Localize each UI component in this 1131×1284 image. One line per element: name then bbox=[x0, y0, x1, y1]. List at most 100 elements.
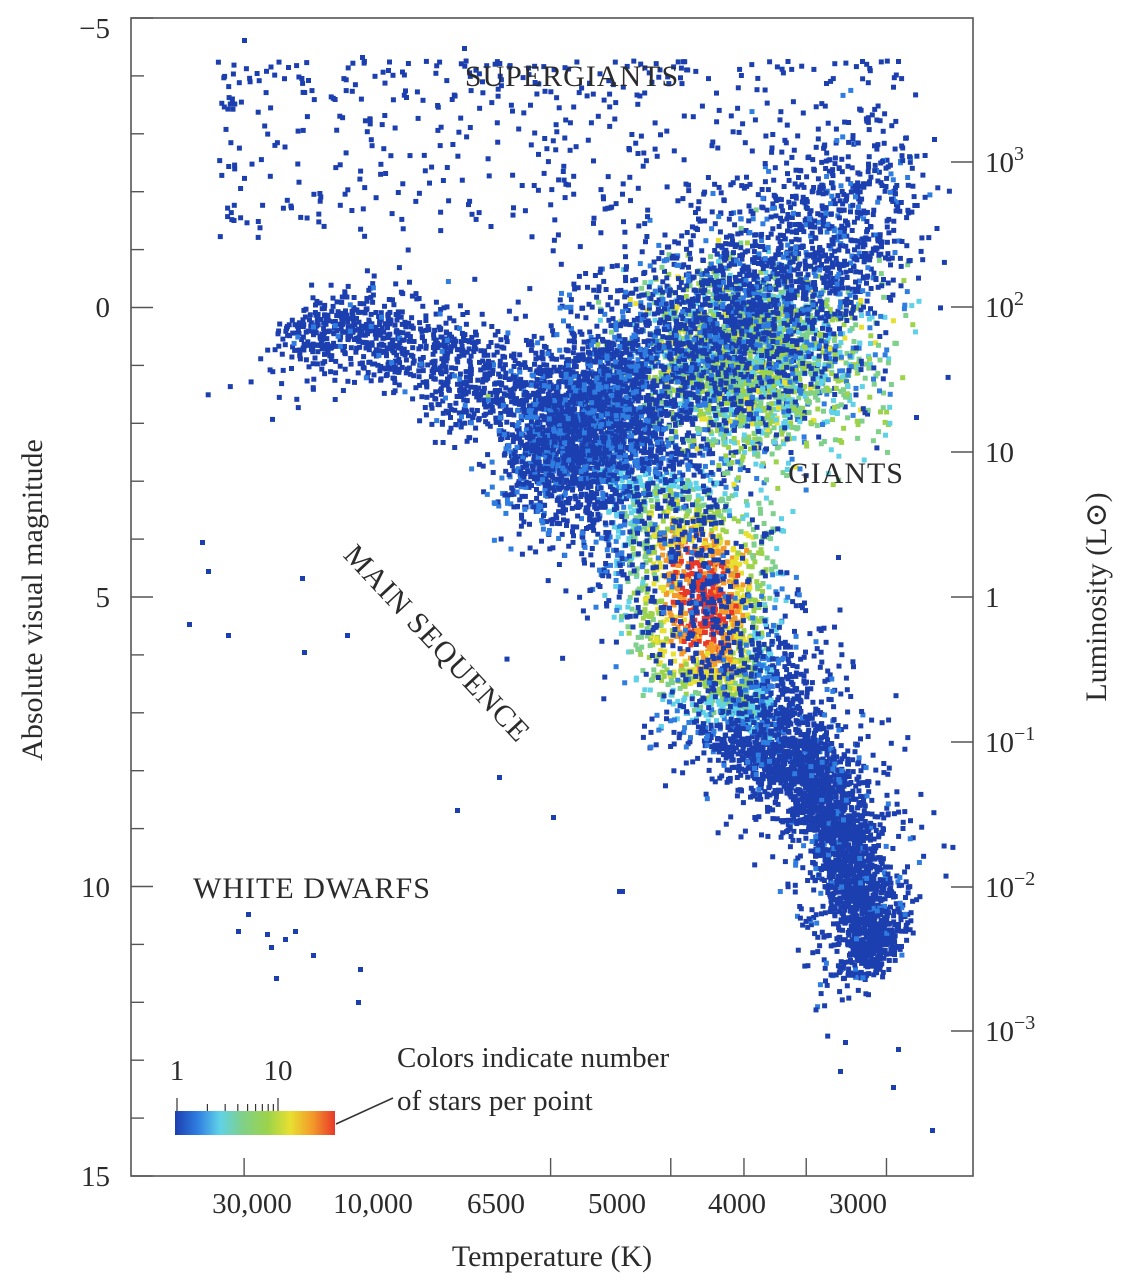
star-point bbox=[832, 782, 838, 788]
star-point bbox=[644, 626, 650, 632]
star-point bbox=[878, 912, 884, 917]
star-point bbox=[439, 334, 445, 340]
star-point bbox=[772, 700, 778, 705]
star-point bbox=[717, 658, 723, 664]
star-point bbox=[766, 657, 772, 663]
star-point bbox=[838, 904, 844, 910]
star-point bbox=[637, 479, 643, 485]
star-point bbox=[858, 794, 864, 799]
star-point bbox=[701, 575, 706, 581]
star-point bbox=[651, 581, 657, 587]
star-point bbox=[746, 712, 752, 718]
star-point bbox=[752, 630, 758, 635]
star-point bbox=[768, 697, 774, 703]
star-point bbox=[874, 864, 880, 870]
star-point bbox=[733, 555, 739, 560]
star-point bbox=[664, 709, 670, 715]
star-point bbox=[732, 615, 738, 621]
star-point bbox=[752, 739, 758, 745]
star-point bbox=[283, 328, 289, 334]
star-point bbox=[640, 583, 646, 589]
star-point bbox=[803, 784, 808, 790]
star-point bbox=[535, 389, 541, 395]
star-point bbox=[713, 668, 719, 673]
star-point bbox=[856, 953, 862, 959]
star-point bbox=[734, 590, 740, 596]
star-point bbox=[345, 378, 351, 384]
star-point bbox=[848, 861, 854, 867]
star-point bbox=[617, 605, 622, 611]
star-point bbox=[554, 391, 559, 397]
star-point bbox=[619, 550, 625, 556]
star-point bbox=[838, 871, 844, 877]
star-point bbox=[773, 627, 779, 633]
star-point bbox=[731, 562, 737, 568]
star-point bbox=[805, 785, 811, 791]
star-point bbox=[688, 642, 694, 648]
star-point bbox=[648, 476, 653, 482]
star-point bbox=[528, 347, 534, 353]
star-point bbox=[663, 444, 669, 450]
star-point bbox=[757, 745, 763, 751]
star-point bbox=[631, 487, 637, 493]
star-point bbox=[444, 355, 450, 361]
star-point bbox=[709, 707, 715, 713]
star-point bbox=[701, 750, 707, 756]
star-point bbox=[784, 790, 790, 796]
star-point bbox=[522, 360, 528, 366]
star-point bbox=[495, 329, 501, 334]
star-point bbox=[603, 492, 609, 498]
star-point bbox=[746, 635, 752, 641]
star-point bbox=[637, 587, 643, 593]
star-point bbox=[748, 573, 754, 579]
star-point bbox=[490, 408, 496, 414]
star-point bbox=[708, 726, 714, 732]
star-point bbox=[622, 510, 628, 516]
star-point bbox=[802, 680, 808, 686]
star-point bbox=[356, 319, 362, 325]
star-point bbox=[338, 326, 344, 332]
star-point bbox=[468, 367, 474, 373]
star-point bbox=[770, 526, 776, 532]
star-point bbox=[724, 750, 730, 756]
star-point bbox=[629, 606, 635, 612]
star-point bbox=[614, 558, 620, 564]
star-point bbox=[818, 829, 824, 835]
star-point bbox=[308, 320, 314, 326]
star-point bbox=[665, 451, 671, 457]
star-point bbox=[433, 389, 439, 395]
star-point bbox=[606, 598, 612, 604]
star-point bbox=[523, 364, 528, 370]
star-point bbox=[481, 352, 487, 358]
star-point bbox=[880, 881, 886, 887]
star-point bbox=[760, 588, 765, 594]
star-point bbox=[363, 322, 369, 327]
star-point bbox=[790, 663, 796, 668]
star-point bbox=[385, 312, 391, 318]
star-point bbox=[729, 605, 735, 611]
star-point bbox=[660, 474, 666, 480]
star-point bbox=[626, 599, 632, 604]
star-point bbox=[312, 310, 318, 315]
star-point bbox=[314, 316, 320, 322]
star-point bbox=[481, 412, 487, 418]
star-point bbox=[625, 604, 631, 610]
star-point bbox=[342, 366, 348, 372]
star-point bbox=[302, 314, 308, 320]
star-point bbox=[452, 445, 458, 450]
star-point bbox=[793, 750, 799, 756]
star-point bbox=[702, 538, 708, 544]
star-point bbox=[670, 561, 676, 567]
star-point bbox=[640, 580, 646, 586]
star-point bbox=[727, 678, 733, 684]
star-point bbox=[803, 740, 809, 746]
star-point bbox=[671, 672, 676, 678]
star-point bbox=[762, 734, 768, 740]
star-point bbox=[732, 558, 738, 564]
star-point bbox=[449, 334, 454, 340]
star-point bbox=[541, 362, 547, 368]
star-point bbox=[773, 721, 779, 727]
star-point bbox=[431, 335, 437, 341]
star-point bbox=[795, 587, 801, 593]
star-point bbox=[637, 474, 643, 480]
